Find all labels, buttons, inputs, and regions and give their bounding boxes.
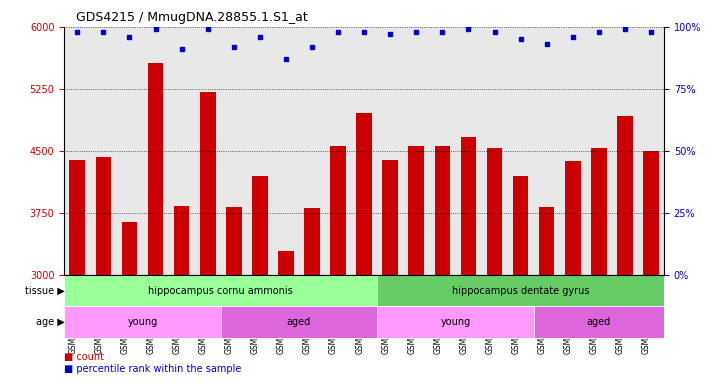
Text: hippocampus cornu ammonis: hippocampus cornu ammonis [149,286,293,296]
Bar [64,275,377,306]
Bar [408,146,424,275]
Bar [356,113,372,275]
Bar [377,306,533,338]
Bar [278,251,293,275]
Bar [487,148,503,275]
Bar [435,146,451,275]
Bar [221,306,377,338]
Bar [69,160,85,275]
Text: GDS4215 / MmugDNA.28855.1.S1_at: GDS4215 / MmugDNA.28855.1.S1_at [76,11,308,24]
Bar [617,116,633,275]
Text: ■ count: ■ count [64,352,104,362]
Text: tissue ▶: tissue ▶ [24,286,64,296]
Bar [200,92,216,275]
Bar [539,207,555,275]
Bar [591,148,607,275]
Text: aged: aged [287,317,311,327]
Text: age ▶: age ▶ [36,317,64,327]
Bar [461,137,476,275]
Bar [64,306,221,338]
Bar [643,151,659,275]
Bar [331,146,346,275]
Text: ■ percentile rank within the sample: ■ percentile rank within the sample [64,364,241,374]
Bar [513,175,528,275]
Bar [533,306,664,338]
Bar [252,177,268,275]
Text: aged: aged [587,317,611,327]
Bar [377,275,664,306]
Text: young: young [127,317,158,327]
Bar [121,222,137,275]
Bar [148,63,164,275]
Text: young: young [441,317,471,327]
Bar [226,207,241,275]
Bar [174,206,189,275]
Bar [383,160,398,275]
Text: hippocampus dentate gyrus: hippocampus dentate gyrus [452,286,589,296]
Bar [96,157,111,275]
Bar [565,161,580,275]
Bar [304,208,320,275]
